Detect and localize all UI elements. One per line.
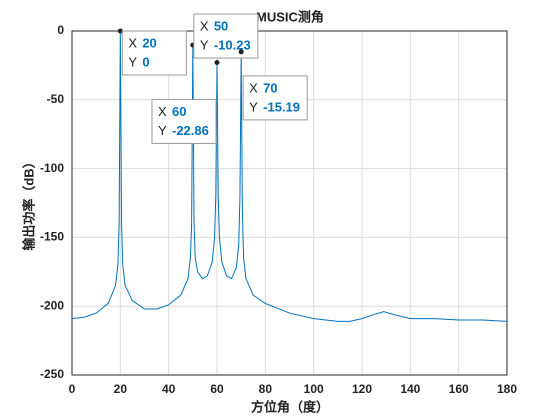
y-axis-label: 输出功率（dB） (21, 155, 36, 250)
datatip-x-label: X (249, 80, 258, 95)
x-axis-label: 方位角（度） (251, 399, 329, 414)
datatip-x-label: X (158, 104, 167, 119)
y-tick-label: -200 (40, 298, 64, 312)
y-tick-label: -150 (40, 230, 64, 244)
x-tick-label: 0 (69, 382, 76, 396)
y-tick-label: 0 (57, 23, 64, 37)
datatip-marker (214, 59, 220, 65)
y-tick-label: -50 (47, 92, 65, 106)
x-tick-label: 140 (400, 382, 420, 396)
datatip-x-value: 50 (214, 19, 228, 34)
x-tick-label: 40 (162, 382, 176, 396)
datatip-box (121, 30, 187, 76)
x-tick-label: 60 (210, 382, 224, 396)
datatip-y-value: 0 (142, 54, 149, 69)
datatip-y-label: Y (200, 38, 209, 53)
x-tick-label: 180 (497, 382, 517, 396)
datatip-x-value: 60 (172, 104, 186, 119)
plot-frame (71, 30, 508, 376)
datatip-x-value: 70 (263, 80, 277, 95)
datatip-y-label: Y (128, 54, 137, 69)
y-tick-label: -100 (40, 161, 64, 175)
datatip-x-value: 20 (142, 35, 156, 50)
datatip-marker (117, 28, 123, 34)
chart-title: MUSIC测角 (256, 9, 324, 24)
x-tick-label: 80 (259, 382, 273, 396)
datatip-box (151, 98, 217, 144)
x-tick-label: 100 (304, 382, 324, 396)
datatip-box (193, 13, 259, 59)
y-tick-label: -250 (40, 367, 64, 381)
datatip-box (242, 75, 308, 121)
datatip-y-label: Y (249, 99, 258, 114)
x-tick-label: 20 (114, 382, 128, 396)
datatip-x-label: X (128, 35, 137, 50)
x-tick-label: 160 (449, 382, 469, 396)
datatip-y-label: Y (158, 123, 167, 138)
x-tick-label: 120 (352, 382, 372, 396)
datatip-y-value: -10.23 (214, 38, 251, 53)
datatip-y-value: -15.19 (263, 99, 300, 114)
datatip-marker (238, 49, 244, 55)
datatip-x-label: X (200, 19, 209, 34)
datatip-y-value: -22.86 (172, 123, 209, 138)
